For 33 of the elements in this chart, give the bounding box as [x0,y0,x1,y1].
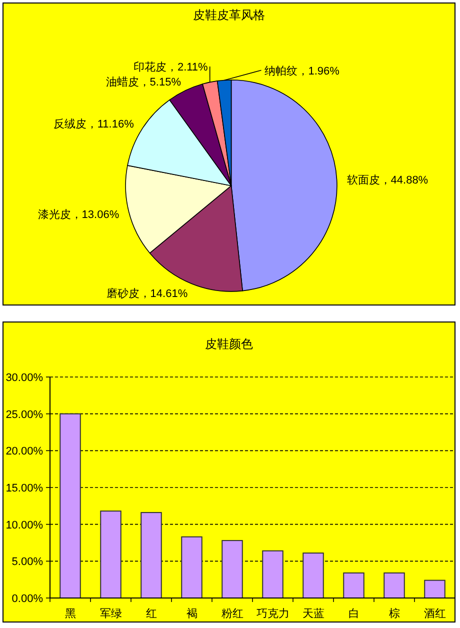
data-label: ，11.16% [86,118,134,130]
slice-label: 漆光皮 [38,208,71,222]
slice-label: 磨砂皮 [106,286,140,300]
data-label: ，2.11% [166,61,208,74]
y-tick-label: 10.00% [6,519,44,532]
chart-title: 皮鞋皮革风格 [193,8,265,22]
y-tick-label: 20.00% [6,446,44,458]
data-label: ，44.88% [380,174,428,187]
data-label: ，5.15% [138,76,182,88]
x-tick-label: 军绿 [100,608,122,620]
y-tick-label: 15.00% [6,482,44,494]
x-tick-label: 褐 [186,607,198,620]
x-tick-label: 黑 [64,608,76,620]
x-tick-label: 粉红 [221,608,244,620]
data-label: ，1.96% [297,65,340,78]
slice-label: 反绒皮 [53,117,86,130]
x-tick-label: 红 [146,608,157,620]
x-tick-label: 酒红 [424,607,446,620]
slice-label: 油蜡皮 [106,75,139,88]
x-tick-label: 棕 [388,607,400,620]
data-label: ，13.06% [70,209,120,222]
y-tick-label: 5.00% [12,556,44,568]
slice-label: 软面皮 [346,174,380,187]
slice-label: 印花皮 [133,60,166,74]
chart-title: 皮鞋颜色 [205,337,253,351]
x-tick-label: 白 [348,608,360,620]
x-tick-label: 巧克力 [256,607,290,620]
slice-label: 纳帕纹 [264,65,298,78]
y-tick-label: 25.00% [6,408,44,421]
y-tick-label: 0.00% [12,593,44,605]
data-label: ，14.61% [139,288,188,300]
x-tick-label: 天蓝 [302,607,324,620]
y-tick-label: 30.00% [6,372,44,384]
